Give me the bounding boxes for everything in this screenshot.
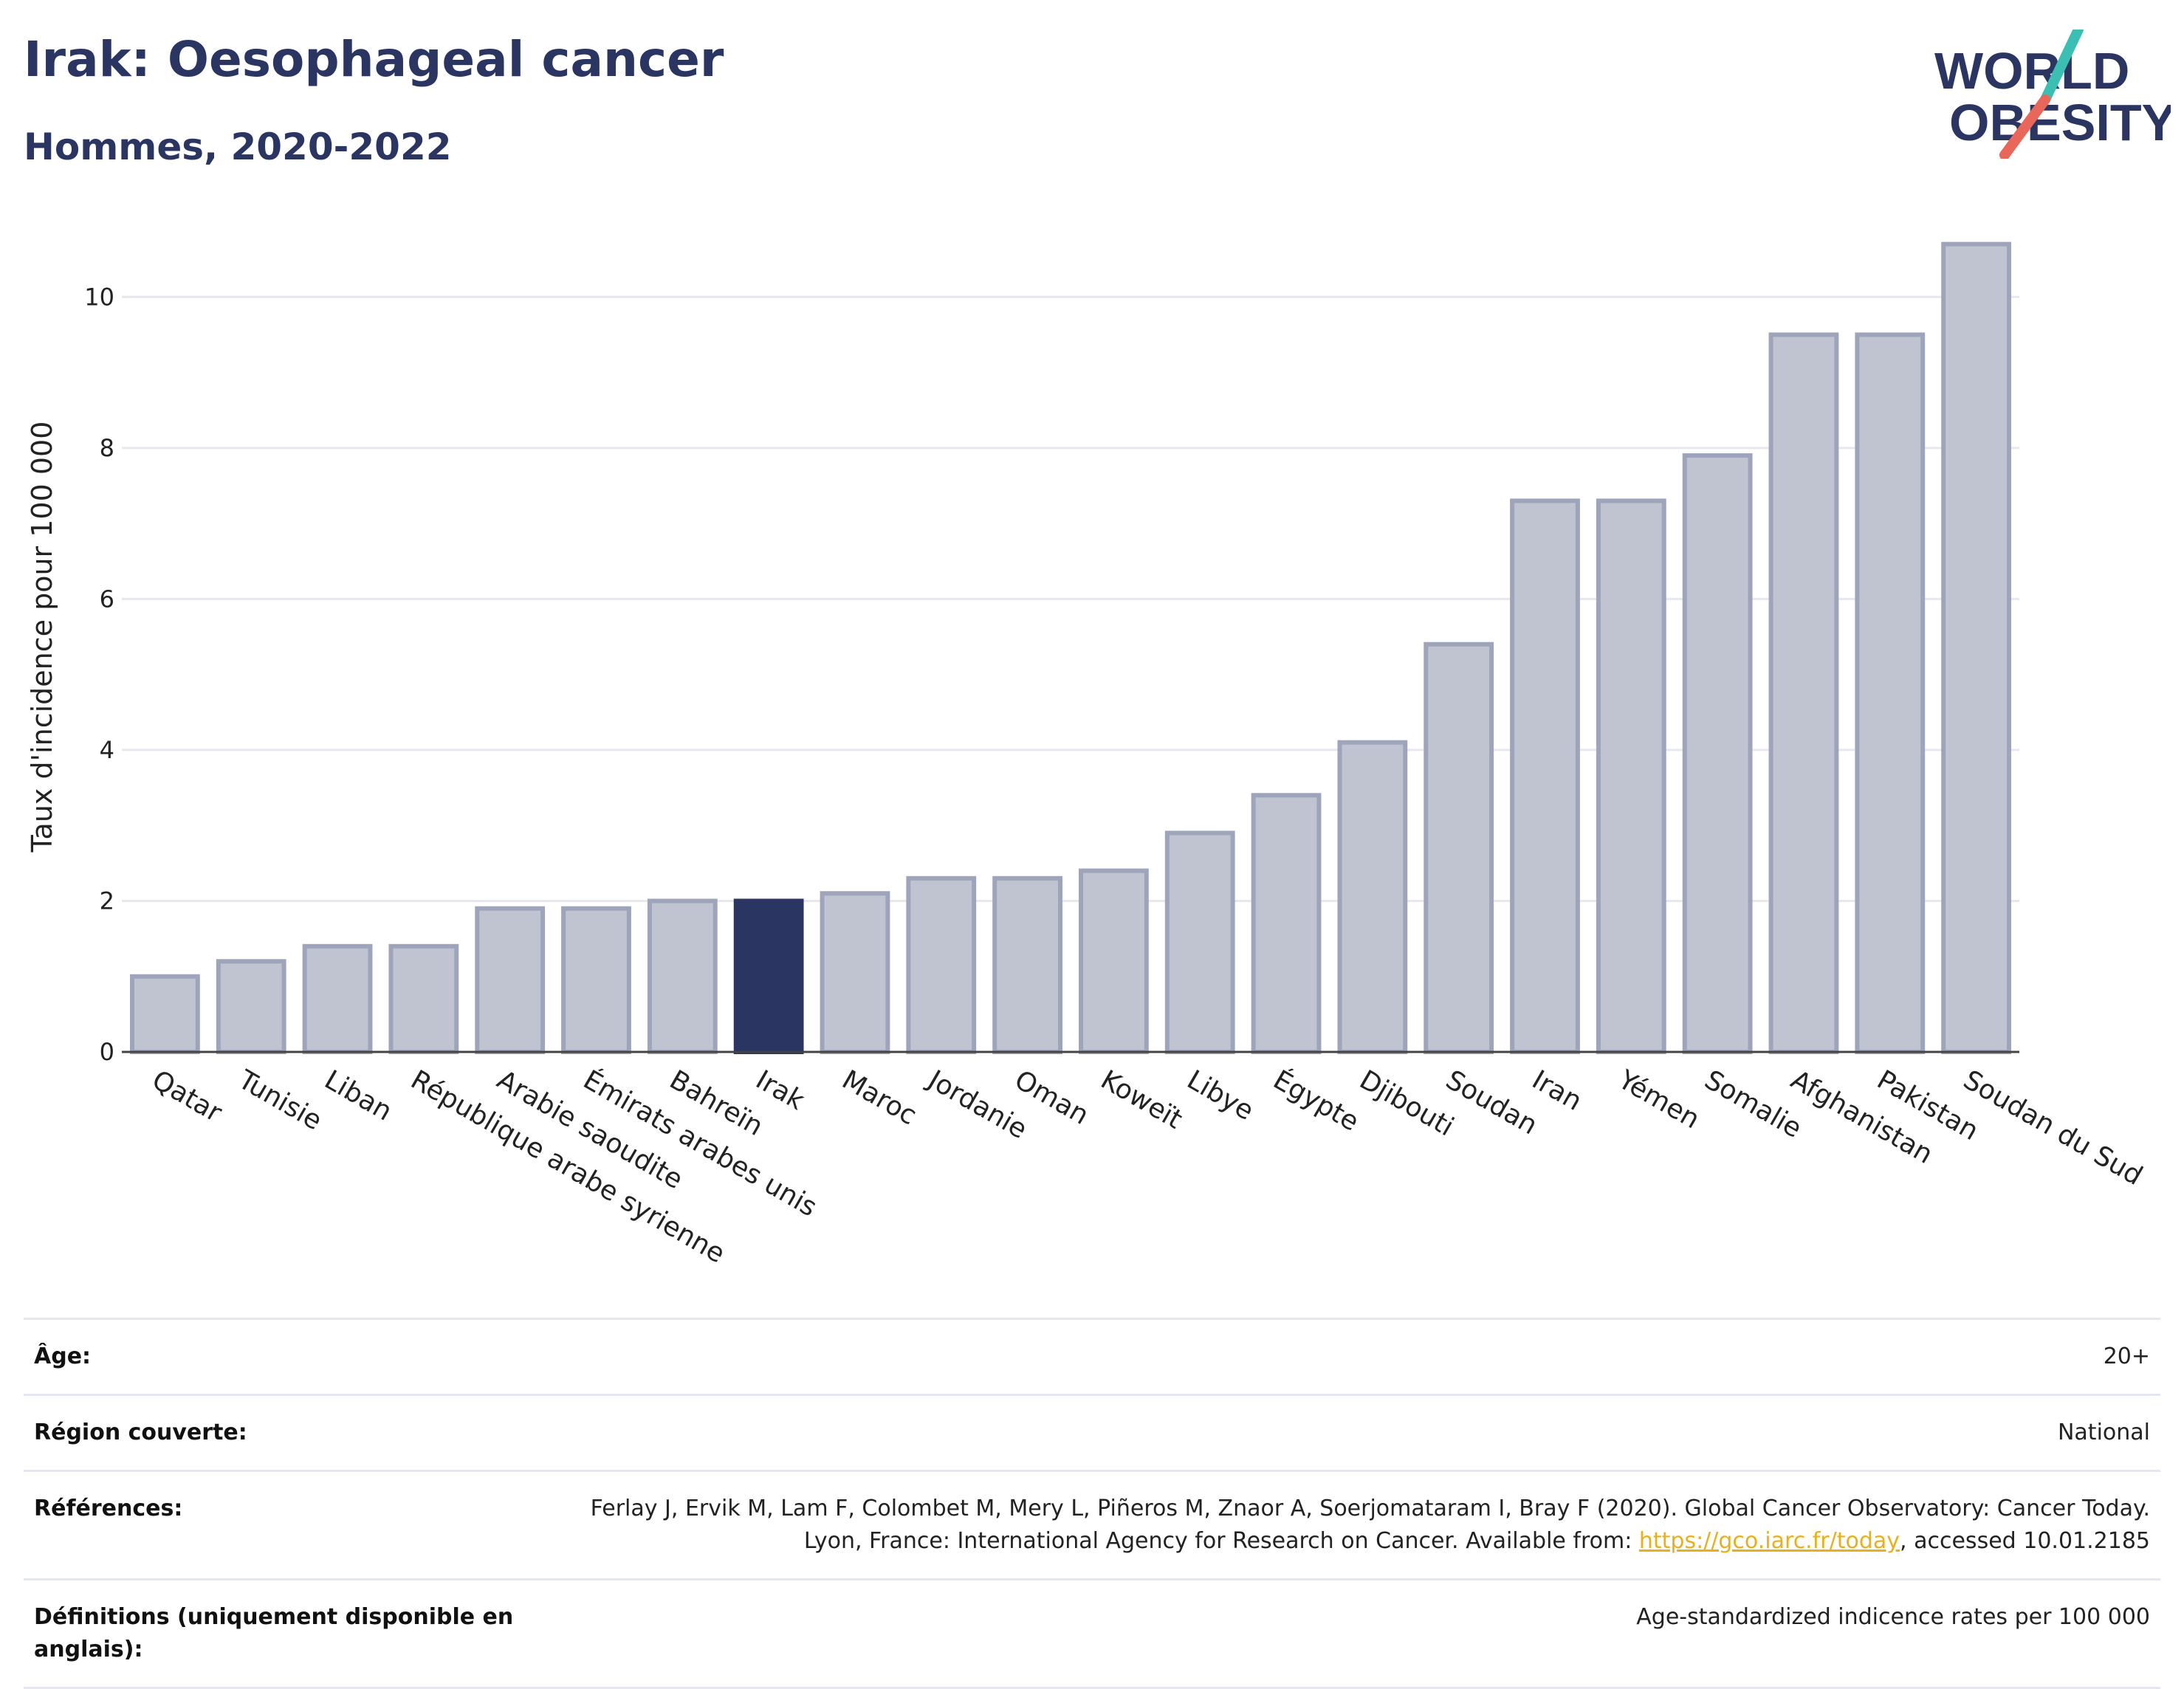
reference-link[interactable]: https://gco.iarc.fr/today — [1638, 1528, 1900, 1554]
bar-chart: 0 2 4 6 8 10 Taux d'incidence pour 100 000 Qata… — [26, 241, 2148, 1270]
bar-4 — [475, 906, 546, 1054]
meta-row-definitions: Définitions (uniquement disponible en an… — [24, 1578, 2160, 1689]
bar-12 — [1164, 830, 1235, 1055]
x-tick-label: Soudan — [1440, 1064, 1542, 1141]
y-tick-label: 0 — [100, 1038, 114, 1066]
bar-5 — [561, 906, 631, 1054]
bar-20 — [1855, 332, 1926, 1054]
y-tick-label: 8 — [100, 434, 114, 462]
bar-0 — [130, 974, 200, 1055]
x-tick-label: Koweït — [1096, 1064, 1187, 1135]
reference-accessed: , accessed 10.01.2185 — [1900, 1528, 2150, 1554]
x-tick-label: Libye — [1182, 1064, 1259, 1126]
bar-19 — [1768, 332, 1839, 1054]
bar-8 — [820, 891, 890, 1055]
bar-9 — [906, 876, 977, 1054]
bar-2 — [302, 943, 373, 1055]
x-tick-label: Iran — [1527, 1064, 1587, 1117]
bar-10 — [992, 876, 1062, 1054]
bar-1 — [216, 959, 286, 1054]
bar-18 — [1682, 453, 1753, 1054]
x-tick-label: Liban — [320, 1064, 397, 1126]
bar-11 — [1079, 868, 1149, 1055]
x-tick-label: Tunisie — [233, 1064, 327, 1137]
chart-subtitle: Hommes, 2020-2022 — [24, 125, 452, 168]
y-tick-label: 6 — [100, 585, 114, 613]
x-tick-label: Yémen — [1613, 1064, 1705, 1135]
x-tick-label: Qatar — [147, 1064, 227, 1128]
reference-text: Ferlay J, Ervik M, Lam F, Colombet M, Me… — [590, 1496, 2150, 1554]
bar-15 — [1424, 641, 1494, 1054]
meta-definitions-label: Définitions (uniquement disponible en an… — [34, 1604, 514, 1662]
y-tick-label: 4 — [100, 736, 114, 764]
meta-references-label: Références: — [34, 1496, 183, 1521]
logo-slash-teal — [2040, 30, 2084, 105]
logo-text-world: WORLD — [1934, 42, 2129, 100]
meta-definitions-value: Age-standardized indicence rates per 100… — [1636, 1604, 2150, 1630]
meta-age-label: Âge: — [34, 1344, 92, 1369]
logo-slash-red — [1999, 94, 2050, 159]
x-tick-label: Maroc — [837, 1064, 921, 1131]
x-tick-label: Jordanie — [922, 1064, 1032, 1145]
y-tick-label: 2 — [100, 887, 114, 915]
meta-row-references: Références: Ferlay J, Ervik M, Lam F, Co… — [24, 1470, 2160, 1578]
bar-6 — [647, 898, 718, 1054]
chart-title: Irak: Oesophageal cancer — [24, 31, 724, 88]
meta-age-value: 20+ — [2103, 1344, 2150, 1369]
bar-16 — [1510, 498, 1580, 1054]
bar-21 — [1941, 241, 2011, 1055]
bar-3 — [388, 943, 459, 1055]
meta-region-label: Région couverte: — [34, 1420, 247, 1445]
metadata-table: Âge: 20+ Région couverte: National Référ… — [24, 1318, 2160, 1689]
x-tick-label: Égypte — [1268, 1064, 1364, 1137]
logo-text-obesity: OBESITY — [1949, 94, 2171, 151]
meta-region-value: National — [2057, 1420, 2150, 1445]
x-tick-label: Irak — [751, 1064, 810, 1116]
meta-row-age: Âge: 20+ — [24, 1318, 2160, 1394]
x-tick-label: Djibouti — [1354, 1064, 1458, 1142]
y-tick-label: 10 — [84, 283, 114, 311]
bar-17 — [1596, 498, 1666, 1054]
meta-row-region: Région couverte: National — [24, 1394, 2160, 1470]
bar-13 — [1251, 793, 1322, 1054]
y-axis-title: Taux d'incidence pour 100 000 — [26, 422, 58, 853]
bar-14 — [1337, 740, 1408, 1054]
world-obesity-logo: WORLD OBESITY — [1934, 30, 2171, 159]
x-tick-label: Soudan du Sud — [1958, 1064, 2147, 1191]
x-tick-label: Somalie — [1700, 1064, 1807, 1144]
meta-references-value: Ferlay J, Ervik M, Lam F, Colombet M, Me… — [563, 1493, 2150, 1558]
bar-7 — [733, 898, 804, 1054]
